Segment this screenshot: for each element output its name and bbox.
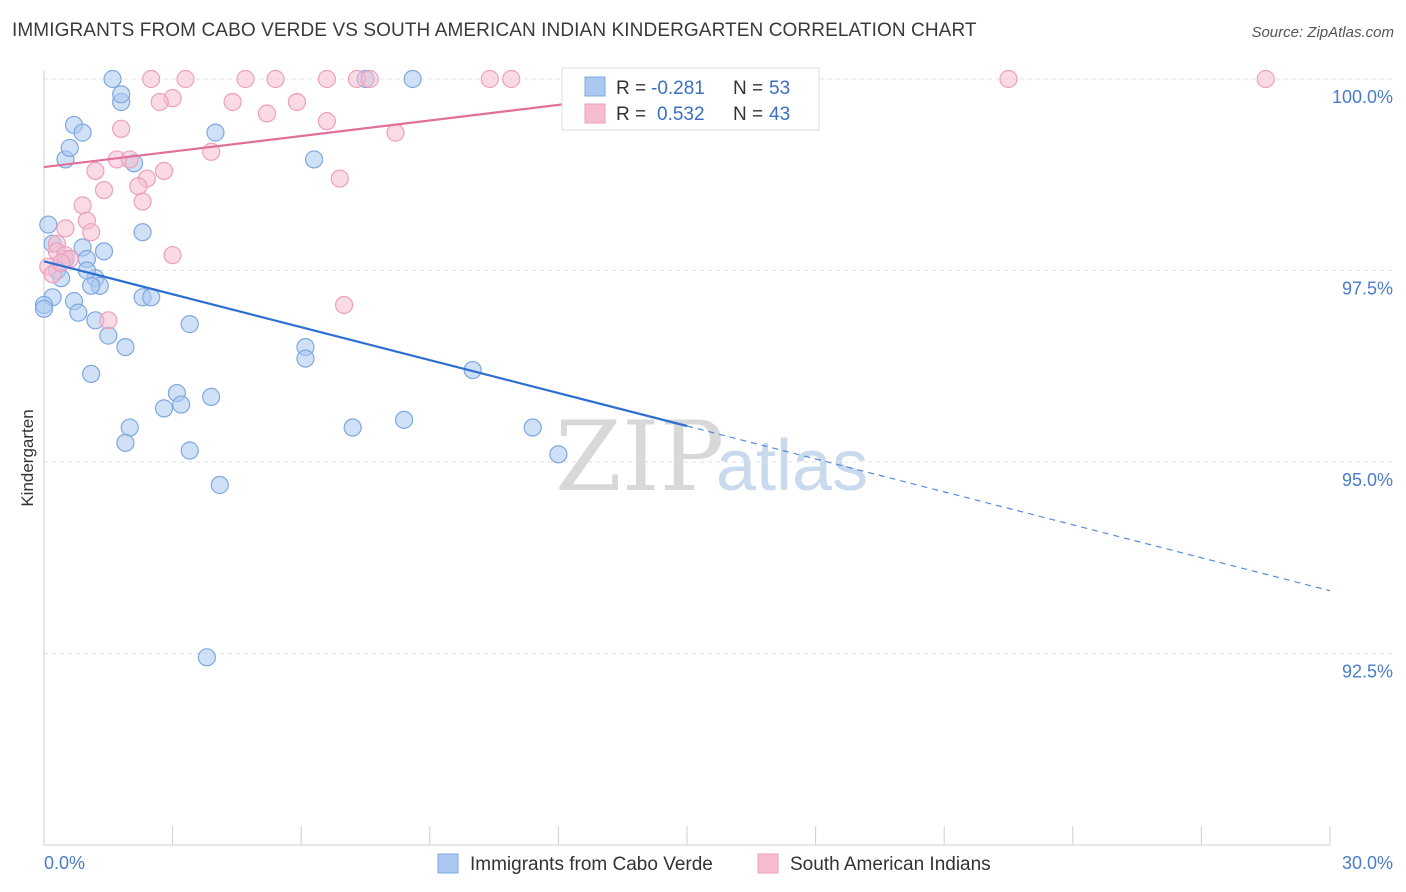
point-cabo-verde	[296, 349, 315, 368]
point-south-american-indians	[82, 223, 101, 242]
gridlines	[44, 78, 1395, 654]
point-cabo-verde	[73, 123, 92, 142]
point-cabo-verde	[197, 648, 216, 667]
point-south-american-indians	[154, 161, 174, 181]
point-cabo-verde	[116, 433, 135, 452]
point-cabo-verde	[394, 410, 414, 429]
y-tick-label: 100.0%	[1332, 87, 1393, 107]
series-cabo-verde-points	[34, 69, 568, 667]
watermark-zip: ZIP	[555, 401, 724, 513]
point-cabo-verde	[403, 69, 422, 89]
legend-n-value-blue: 53	[769, 78, 790, 99]
y-tick-label: 95.0%	[1342, 470, 1393, 490]
legend-n-value-pink: 43	[769, 104, 790, 125]
point-south-american-indians	[99, 311, 118, 330]
x-tick-label-min: 0.0%	[44, 853, 85, 873]
x-tick-label-max: 30.0%	[1342, 853, 1393, 873]
point-cabo-verde	[69, 303, 88, 322]
point-cabo-verde	[202, 387, 221, 406]
legend-r-value-blue: -0.281	[651, 78, 705, 99]
x-ticks	[43, 826, 1331, 845]
point-south-american-indians	[266, 69, 285, 89]
legend-n-label-blue: N =	[733, 78, 763, 99]
y-tick-label: 92.5%	[1342, 662, 1393, 682]
point-cabo-verde	[82, 276, 101, 295]
point-south-american-indians	[999, 69, 1018, 89]
legend-r-label-pink: R =	[616, 104, 646, 125]
series-legend-label-blue: Immigrants from Cabo Verde	[470, 854, 713, 875]
series-legend: Immigrants from Cabo Verde South America…	[437, 853, 991, 875]
point-south-american-indians	[133, 192, 152, 211]
point-south-american-indians	[502, 69, 521, 89]
point-cabo-verde	[60, 138, 79, 158]
point-cabo-verde	[172, 395, 191, 414]
point-south-american-indians	[52, 253, 71, 272]
point-south-american-indians	[257, 104, 277, 123]
point-cabo-verde	[82, 364, 101, 384]
series-south-american-indians-points	[39, 69, 1275, 330]
point-cabo-verde	[112, 85, 131, 104]
watermark: ZIP atlas	[555, 401, 868, 513]
point-cabo-verde	[116, 338, 135, 357]
point-south-american-indians	[86, 161, 105, 181]
watermark-atlas: atlas	[716, 426, 868, 506]
stats-legend: R = -0.281 N = 53 R = 0.532 N = 43	[561, 67, 820, 131]
series-legend-swatch-pink	[757, 853, 779, 874]
point-south-american-indians	[176, 69, 195, 89]
point-cabo-verde	[133, 223, 152, 242]
chart-source: Source: ZipAtlas.com	[1251, 24, 1394, 41]
point-south-american-indians	[94, 180, 114, 200]
trend-line-cabo-verde-extension	[686, 425, 1331, 592]
point-cabo-verde	[206, 123, 225, 142]
point-cabo-verde	[549, 445, 568, 464]
y-axis-title: Kindergarten	[18, 409, 37, 506]
point-south-american-indians	[150, 92, 169, 112]
point-cabo-verde	[343, 418, 362, 437]
trend-line-cabo-verde	[43, 260, 688, 428]
point-south-american-indians	[163, 246, 182, 265]
point-south-american-indians	[142, 69, 161, 89]
y-tick-label: 97.5%	[1342, 279, 1393, 299]
point-south-american-indians	[56, 219, 75, 238]
legend-n-label-pink: N =	[733, 104, 763, 125]
point-south-american-indians	[1256, 69, 1275, 89]
point-south-american-indians	[317, 112, 337, 131]
trend-lines	[43, 77, 1331, 592]
point-cabo-verde	[34, 299, 54, 318]
series-legend-label-pink: South American Indians	[790, 854, 991, 875]
point-south-american-indians	[73, 196, 92, 215]
point-cabo-verde	[180, 441, 199, 460]
legend-swatch-pink	[584, 103, 606, 124]
chart-title: IMMIGRANTS FROM CABO VERDE VS SOUTH AMER…	[12, 20, 977, 41]
point-cabo-verde	[120, 418, 139, 437]
legend-r-label-blue: R =	[616, 78, 646, 99]
point-south-american-indians	[334, 295, 354, 315]
point-cabo-verde	[154, 399, 174, 418]
point-cabo-verde	[103, 69, 122, 89]
point-south-american-indians	[480, 69, 499, 89]
point-cabo-verde	[99, 326, 118, 345]
point-south-american-indians	[330, 169, 349, 188]
point-cabo-verde	[39, 215, 58, 234]
point-south-american-indians	[287, 92, 307, 112]
point-cabo-verde	[210, 475, 229, 495]
point-cabo-verde	[304, 150, 324, 169]
point-south-american-indians	[360, 69, 379, 89]
y-tick-labels: 100.0% 97.5% 95.0% 92.5%	[1332, 87, 1393, 682]
legend-r-value-pink: 0.532	[657, 104, 705, 125]
point-south-american-indians	[120, 150, 139, 169]
point-cabo-verde	[94, 242, 114, 261]
legend-swatch-blue	[584, 76, 606, 97]
point-cabo-verde	[523, 418, 542, 437]
point-south-american-indians	[223, 92, 242, 112]
point-south-american-indians	[236, 69, 255, 89]
point-cabo-verde	[180, 315, 199, 334]
point-south-american-indians	[112, 119, 131, 138]
point-south-american-indians	[129, 177, 148, 196]
point-south-american-indians	[386, 123, 405, 142]
series-legend-swatch-blue	[437, 853, 459, 874]
point-south-american-indians	[317, 69, 337, 89]
